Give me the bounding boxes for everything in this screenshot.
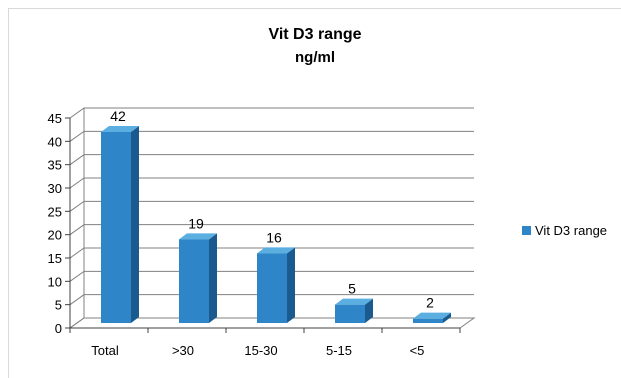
y-tick-label: 25: [48, 204, 62, 219]
bar-side: [131, 126, 139, 323]
bar-side: [209, 233, 217, 323]
bar: [413, 312, 451, 323]
bar-top: [101, 126, 139, 132]
y-tick-label: 15: [48, 251, 62, 266]
data-label: 16: [266, 229, 282, 245]
x-tick-label: <5: [410, 343, 425, 358]
bar-top: [257, 247, 295, 254]
x-tick-label: Total: [91, 343, 119, 358]
data-label: 19: [188, 215, 204, 231]
bar: [257, 247, 295, 323]
bar-side: [443, 312, 451, 323]
bar-front: [179, 239, 209, 323]
bar: [335, 298, 373, 323]
bar-front: [335, 304, 365, 323]
y-tick-label: 30: [48, 181, 62, 196]
bar-layer: [101, 126, 451, 323]
bar-top: [335, 298, 373, 305]
bar: [179, 233, 217, 323]
bar-side: [287, 247, 295, 323]
y-tick-label: 5: [55, 298, 62, 313]
data-label: 42: [110, 108, 126, 124]
x-tick-label: 5-15: [326, 343, 352, 358]
y-tick-label: 40: [48, 134, 62, 149]
legend-label: Vit D3 range: [535, 223, 607, 238]
x-tick-label: 15-30: [244, 343, 277, 358]
legend-swatch: [522, 226, 531, 235]
y-tick-label: 35: [48, 158, 62, 173]
y-tick-label: 0: [55, 321, 62, 336]
chart-title: Vit D3 range: [268, 26, 361, 43]
bar-front: [101, 132, 131, 323]
data-label: 2: [426, 295, 434, 311]
bar: [101, 126, 139, 323]
data-label: 5: [348, 281, 356, 297]
legend: Vit D3 range: [522, 223, 607, 238]
y-tick-label: 10: [48, 274, 62, 289]
y-tick-label: 45: [48, 111, 62, 126]
chart-frame: [8, 8, 621, 378]
chart-subtitle: ng/ml: [295, 49, 335, 66]
y-tick-label: 20: [48, 228, 62, 243]
bar-front: [257, 253, 287, 323]
gridline: [69, 107, 474, 119]
bar-top: [179, 233, 217, 240]
bar-top: [413, 312, 451, 319]
label-layer: 42 Total 19 >30 16 15-30 5 5-15 2 <5: [91, 108, 434, 358]
bar-front: [413, 318, 443, 323]
bar-side: [365, 298, 373, 323]
x-tick-label: >30: [172, 343, 194, 358]
